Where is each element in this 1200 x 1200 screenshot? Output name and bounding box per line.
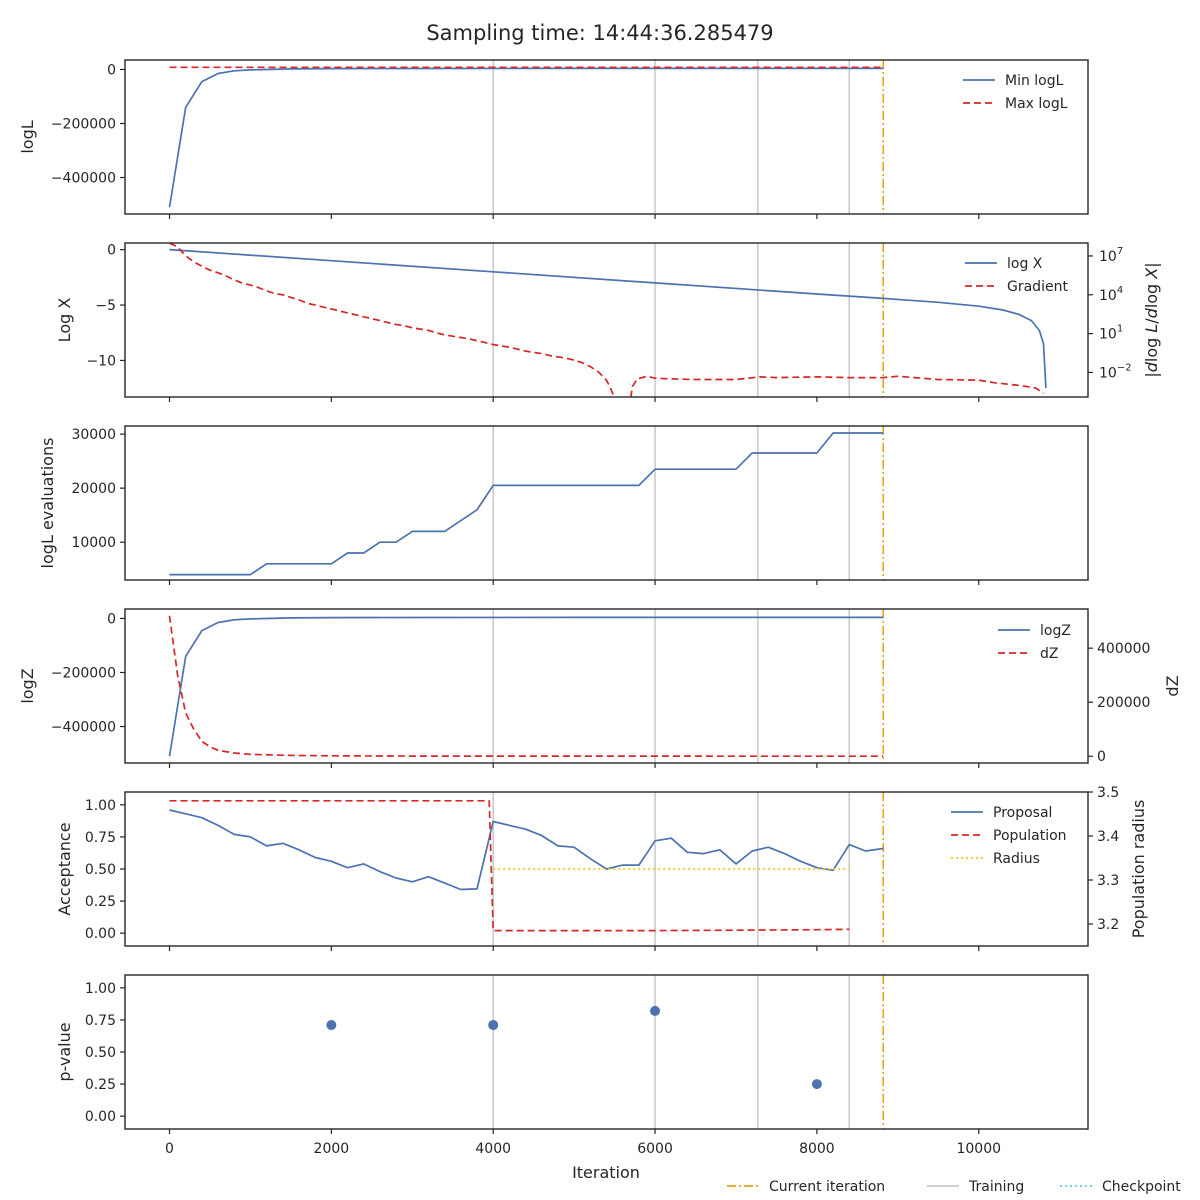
panel-6: 0.00 0.25 0.50 0.75 1.00 p-value 0 2000 4000 6000… bbox=[55, 974, 1089, 1157]
y2-axis-label: dZ bbox=[1163, 675, 1182, 696]
legend: log X Gradient bbox=[965, 256, 1068, 295]
legend-label: Proposal bbox=[993, 805, 1052, 821]
x-tick-label: 6000 bbox=[637, 1141, 673, 1157]
series-line-segment-2 bbox=[630, 375, 1044, 397]
y-tick-label: −200000 bbox=[51, 116, 116, 132]
y2-axis-label: Population radius bbox=[1129, 800, 1148, 939]
y-axis-label: Log X bbox=[55, 298, 74, 343]
figure-title: Sampling time: 14:44:36.285479 bbox=[426, 21, 773, 45]
axes-frame bbox=[124, 974, 1089, 1130]
y-tick-label: 1.00 bbox=[85, 981, 116, 997]
x-axis-label: Iteration bbox=[572, 1163, 640, 1182]
y-tick-label: −400000 bbox=[51, 720, 116, 736]
y-axis-label: Acceptance bbox=[55, 822, 74, 915]
panel-3: 10000 20000 30000 logL evaluations bbox=[38, 425, 1089, 585]
y-tick-label: 0.25 bbox=[85, 1077, 116, 1093]
y2-tick-label: 0 bbox=[1097, 749, 1106, 765]
series-line-dz bbox=[168, 615, 884, 758]
bottom-legend-label: Current iteration bbox=[769, 1179, 885, 1195]
legend-label: dZ bbox=[1040, 646, 1058, 662]
y2-tick-label: 200000 bbox=[1097, 695, 1150, 711]
y-tick-label: −200000 bbox=[51, 665, 116, 681]
series-line-min-logl bbox=[168, 67, 884, 208]
series-line-logz bbox=[168, 616, 884, 757]
legend-label: Gradient bbox=[1007, 279, 1068, 295]
y-axis-label: logL bbox=[18, 120, 37, 153]
axes-frame bbox=[124, 242, 1089, 398]
y2-tick-label: 104 bbox=[1099, 285, 1123, 304]
y-tick-label: 1.00 bbox=[85, 798, 116, 814]
y-tick-label: 0.75 bbox=[85, 1013, 116, 1029]
x-tick-label: 8000 bbox=[799, 1141, 835, 1157]
y-axis-label: logL evaluations bbox=[38, 438, 57, 569]
bottom-legend-label: Checkpoint bbox=[1102, 1179, 1181, 1195]
axes-frame bbox=[124, 608, 1089, 764]
y-axis-label: p-value bbox=[55, 1022, 74, 1081]
y2-tick-label: 3.5 bbox=[1097, 785, 1119, 801]
series-line-gradient bbox=[169, 243, 615, 397]
series-line-population bbox=[169, 799, 850, 932]
y-tick-label: 30000 bbox=[71, 427, 116, 443]
scatter-point bbox=[811, 1079, 822, 1090]
y-tick-label: 0.00 bbox=[85, 1109, 116, 1125]
legend-label: Max logL bbox=[1005, 96, 1068, 112]
series-line-log-x bbox=[169, 248, 1047, 389]
y2-axis-label: |dlog L/dlog X| bbox=[1142, 262, 1161, 377]
series-line-proposal bbox=[169, 809, 884, 891]
bottom-legend: Current iteration Training Checkpoint bbox=[727, 1179, 1181, 1195]
scatter-point bbox=[650, 1005, 661, 1016]
y-tick-label: −10 bbox=[86, 353, 116, 369]
y2-tick-label: 10−2 bbox=[1099, 362, 1132, 381]
scatter-point bbox=[326, 1020, 337, 1031]
bottom-legend-label: Training bbox=[968, 1179, 1024, 1195]
legend: Proposal Population Radius bbox=[951, 805, 1067, 867]
legend: Min logL Max logL bbox=[963, 73, 1068, 112]
legend-label: Radius bbox=[993, 851, 1040, 867]
legend-label: Population bbox=[993, 828, 1067, 844]
y2-tick-label: 3.4 bbox=[1097, 829, 1119, 845]
y2-tick-label: 107 bbox=[1099, 246, 1123, 265]
y-tick-label: 0.75 bbox=[85, 830, 116, 846]
scatter-point bbox=[488, 1020, 499, 1031]
y-tick-label: 0 bbox=[107, 243, 116, 259]
legend-label: logZ bbox=[1040, 623, 1071, 639]
x-tick-label: 10000 bbox=[956, 1141, 1001, 1157]
y-axis-label: logZ bbox=[18, 668, 37, 703]
x-tick-label: 2000 bbox=[314, 1141, 350, 1157]
x-tick-label: 0 bbox=[165, 1141, 174, 1157]
legend: logZ dZ bbox=[998, 623, 1071, 662]
y-tick-label: −400000 bbox=[51, 171, 116, 187]
y-tick-label: 0.50 bbox=[85, 862, 116, 878]
y-tick-label: 0 bbox=[107, 611, 116, 627]
panel-4: 0 −200000 −400000 logZ 0 200000 400000 dZ logZ dZ bbox=[18, 608, 1182, 768]
axes-frame bbox=[124, 425, 1089, 581]
y2-tick-label: 3.3 bbox=[1097, 873, 1119, 889]
y-tick-label: 0 bbox=[107, 62, 116, 78]
y-tick-label: 0.50 bbox=[85, 1045, 116, 1061]
y2-tick-label: 400000 bbox=[1097, 641, 1150, 657]
panel-5: 0.00 0.25 0.50 0.75 1.00 Acceptance 3.2 3.3 3.4 3… bbox=[55, 785, 1148, 951]
y2-tick-label: 101 bbox=[1099, 324, 1123, 343]
x-tick-label: 4000 bbox=[475, 1141, 511, 1157]
y-tick-label: 0.25 bbox=[85, 894, 116, 910]
series-line-segment-0 bbox=[169, 432, 884, 576]
panel-2: 0 −5 −10 Log X 107 104 101 10−2 |dlog L/dlog X| l… bbox=[55, 242, 1161, 402]
axes-frame bbox=[124, 59, 1089, 215]
y-tick-label: 20000 bbox=[71, 481, 116, 497]
y2-tick-label: 3.2 bbox=[1097, 917, 1119, 933]
y-tick-label: 10000 bbox=[71, 535, 116, 551]
legend-label: log X bbox=[1007, 256, 1043, 272]
panel-1: 0 −200000 −400000 logL Min logL Max logL bbox=[18, 59, 1089, 219]
y-tick-label: 0.00 bbox=[85, 926, 116, 942]
legend-label: Min logL bbox=[1005, 73, 1064, 89]
y-tick-label: −5 bbox=[95, 298, 116, 314]
